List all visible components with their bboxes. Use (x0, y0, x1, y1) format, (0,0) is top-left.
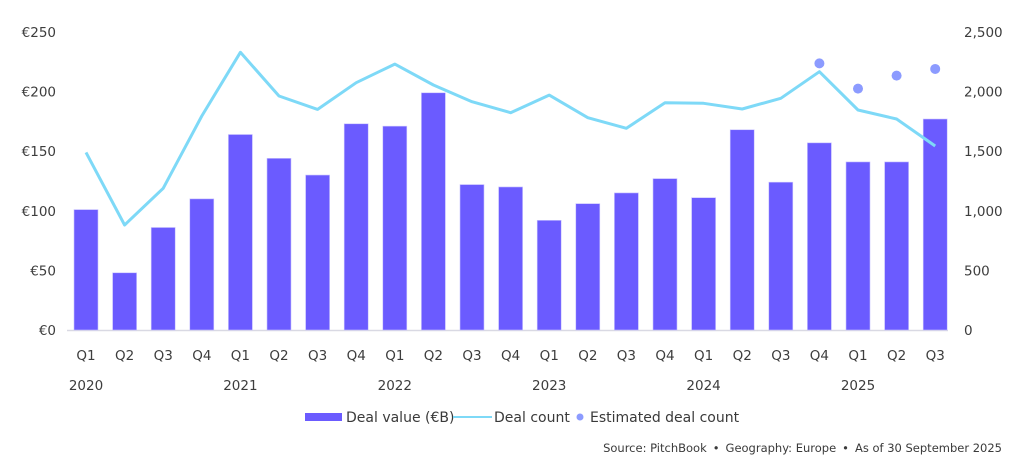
legend-label-estimated-deal-count: Estimated deal count (590, 410, 740, 426)
left-axis-tick-label: €100 (22, 204, 56, 220)
x-axis-quarter-label: Q3 (308, 348, 327, 364)
right-axis-tick-label: 1,500 (964, 144, 1003, 160)
x-axis-year-label: 2025 (841, 378, 875, 394)
as-of-text: As of 30 September 2025 (854, 441, 1002, 455)
x-axis-year-label: 2024 (686, 378, 720, 394)
estimated-deal-count-dot (930, 63, 941, 74)
deal-value-bar (575, 203, 601, 331)
deal-value-bar (536, 220, 562, 331)
x-axis-year-label: 2022 (378, 378, 412, 394)
deal-value-bar (845, 161, 871, 331)
left-axis-tick-label: €50 (30, 263, 56, 279)
legend-label-deal-value: Deal value (€B) (346, 410, 454, 426)
deal-value-bar (266, 158, 292, 331)
x-axis-quarter-label: Q2 (269, 348, 288, 364)
deal-value-bar (922, 118, 948, 331)
source-text: Source: PitchBook (603, 441, 707, 455)
x-axis-quarter-label: Q4 (347, 348, 366, 364)
estimated-deal-count-dots (814, 58, 941, 94)
legend-label-deal-count: Deal count (494, 410, 570, 426)
left-axis-ticks: €0 €50 €100 €150 €200 €250 (22, 25, 56, 339)
x-axis-quarter-label: Q1 (540, 348, 559, 364)
x-axis-year-label: 2020 (69, 378, 103, 394)
deal-value-bar (652, 178, 678, 331)
deal-value-bars (73, 92, 948, 331)
left-axis-tick-label: €0 (39, 323, 56, 339)
deal-value-bar (691, 197, 716, 331)
deal-value-bar (729, 129, 755, 331)
x-axis-quarter-label: Q2 (578, 348, 597, 364)
right-axis-tick-label: 1,000 (964, 204, 1003, 220)
x-axis-quarter-label: Q4 (501, 348, 520, 364)
x-axis-quarter-label: Q4 (655, 348, 674, 364)
right-axis-tick-label: 0 (964, 323, 973, 339)
x-axis-quarter-label: Q1 (76, 348, 95, 364)
estimated-deal-count-dot (853, 83, 863, 94)
x-axis-quarter-labels: Q1 Q2 Q3 Q4 Q1 Q2 Q3 Q4 Q1 Q2 Q3 Q4 Q1 Q2 Q3 Q4 Q1 Q2 Q3 Q4… (76, 348, 944, 364)
deal-value-bar (73, 209, 99, 331)
x-axis-quarter-label: Q3 (154, 348, 173, 364)
right-axis-tick-label: 2,000 (964, 85, 1003, 101)
estimated-deal-count-dot (814, 58, 825, 69)
x-axis-quarter-label: Q3 (926, 348, 945, 364)
right-axis-ticks: 0 500 1,000 1,500 2,000 2,500 (964, 25, 1003, 339)
x-axis-quarter-label: Q3 (771, 348, 790, 364)
estimated-deal-count-dot (891, 70, 902, 81)
x-axis-quarter-label: Q2 (424, 348, 443, 364)
deal-value-bar (498, 186, 523, 331)
left-axis-tick-label: €150 (22, 144, 56, 160)
deal-value-bar (305, 174, 330, 331)
legend-dot-swatch (576, 413, 584, 421)
x-axis-quarter-label: Q3 (462, 348, 481, 364)
left-axis-tick-label: €250 (22, 25, 56, 41)
x-axis-year-label: 2021 (223, 378, 257, 394)
x-axis-quarter-label: Q1 (385, 348, 404, 364)
source-note: Source: PitchBook • Geography: Europe • As o… (603, 441, 1002, 455)
legend-bar-swatch (305, 413, 342, 421)
legend: Deal value (€B) Deal count Estimated dea… (305, 410, 740, 426)
x-axis-year-labels: 2020 2021 2022 2023 2024 2025 (69, 378, 875, 394)
deal-value-bar (112, 272, 137, 331)
deal-value-bar (228, 134, 253, 331)
separator: • (712, 441, 720, 455)
right-axis-tick-label: 2,500 (964, 25, 1003, 41)
x-axis-quarter-label: Q4 (810, 348, 829, 364)
deal-value-bar (459, 184, 485, 331)
deal-value-bar (807, 142, 832, 331)
deal-value-bar (768, 181, 794, 331)
x-axis-quarter-label: Q4 (192, 348, 211, 364)
x-axis-quarter-label: Q3 (617, 348, 636, 364)
deal-value-bar (614, 192, 639, 331)
x-axis-quarter-label: Q2 (733, 348, 752, 364)
geography-text: Geography: Europe (725, 441, 837, 455)
deal-value-bar (189, 198, 215, 331)
x-axis-quarter-label: Q1 (694, 348, 713, 364)
x-axis-quarter-label: Q1 (848, 348, 867, 364)
left-axis-tick-label: €200 (22, 85, 56, 101)
right-axis-tick-label: 500 (964, 263, 990, 279)
deal-count-line (84, 50, 937, 227)
x-axis-year-label: 2023 (532, 378, 566, 394)
deal-value-bar (343, 123, 369, 331)
x-axis-quarter-label: Q2 (887, 348, 906, 364)
deal-value-bar (150, 227, 176, 331)
x-axis-quarter-label: Q2 (115, 348, 134, 364)
separator: • (842, 441, 849, 455)
deal-value-bar (382, 125, 408, 331)
deal-value-bar (884, 161, 909, 331)
x-axis-quarter-label: Q1 (231, 348, 250, 364)
deal-value-bar (421, 92, 446, 331)
